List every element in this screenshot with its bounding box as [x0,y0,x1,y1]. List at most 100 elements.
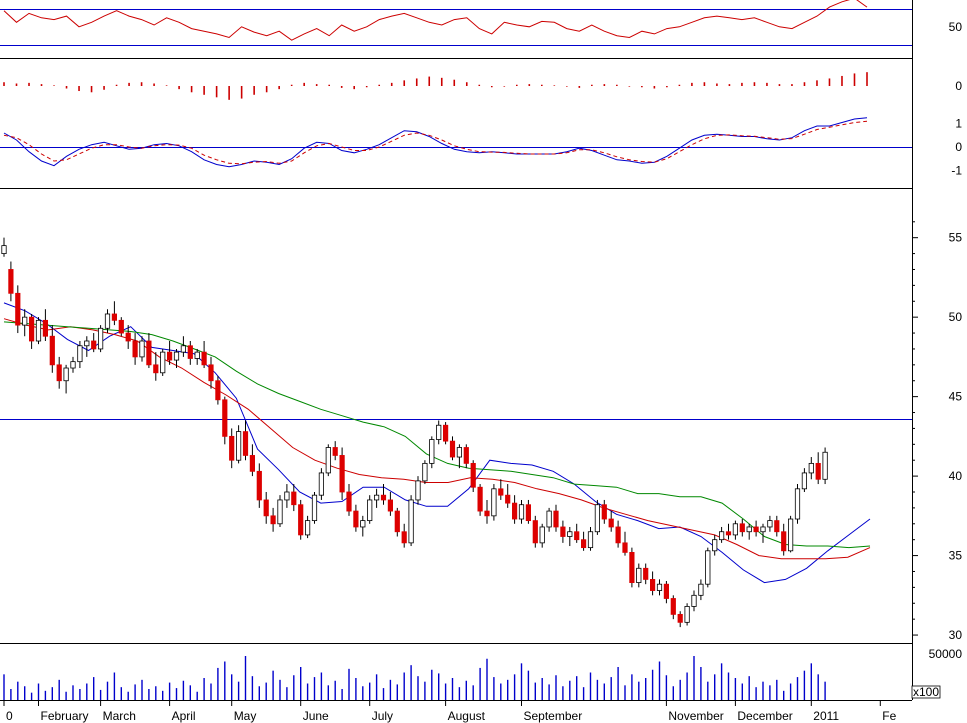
candle-down [353,510,359,528]
candle-up [415,480,421,501]
moving-average-line [3,321,871,549]
candle-down [229,435,235,461]
candle-down [498,488,504,496]
candle-up [822,451,828,480]
candle-down [256,470,262,501]
candle-down [484,510,490,517]
candle-down [146,340,152,366]
candle-up [304,520,311,536]
month-label: September [524,709,583,723]
candle-down [187,345,193,359]
candle-down [401,531,407,544]
candle-up [235,431,242,461]
candle-down [15,292,21,326]
candle-up [139,340,145,358]
price-tick-label: 30 [949,628,963,642]
month-label: December [737,709,792,723]
candle-down [91,340,97,350]
candle-down [263,499,269,517]
month-label: Fe [882,709,896,723]
candle-up [104,313,111,329]
candle-down [525,504,532,522]
candle-down [725,531,732,536]
candle-up [491,488,497,517]
candle-down [242,431,249,456]
candle-down [622,542,628,553]
candle-down [387,499,394,512]
candle-down [532,520,538,544]
macd-line [3,117,868,168]
candle-down [332,447,338,456]
candle-up [808,462,814,474]
candle-down [643,567,649,580]
candle-up [656,583,663,591]
candle-up [194,351,200,359]
candle-up [567,531,573,537]
candle-up [318,472,325,496]
month-label: 2011 [813,709,839,723]
candle-down [270,515,276,525]
candle-down [49,335,55,366]
candle-up [77,345,83,363]
macd-tick-label: 0 [955,140,962,154]
candle-up [712,539,718,552]
candle-down [601,504,607,520]
candle-down [615,526,621,544]
price-tick-label: 50 [949,310,963,324]
candle-up [35,319,42,342]
candle-down [781,531,787,552]
candle-up [636,567,642,584]
candle-down [574,531,580,541]
candle-up [160,351,166,374]
candle-down [663,583,670,599]
candle-down [118,319,124,334]
candle-down [553,510,559,528]
price-tick-label: 35 [949,549,963,563]
candle-down [298,504,304,536]
candle-up [691,594,697,607]
candle-up [422,462,428,482]
month-label: March [103,709,136,723]
candle-up [801,472,808,490]
candle-down [512,502,518,520]
volume-unit-box [911,685,941,699]
candle-up [587,531,594,549]
month-label: November [668,709,723,723]
volume-unit-label: x100 [913,685,939,699]
month-label: August [448,709,486,723]
candle-down [650,579,656,591]
rsi-tick-label: 50 [949,20,963,34]
price-tick-label: 40 [949,469,963,483]
candle-down [739,523,745,533]
candle-up [436,424,442,440]
axis-labels: 50 0 1 0 -1 55 50 45 40 35 30 50000 x100 0 February Mar… [6,20,962,723]
candle-down [208,364,214,382]
candle-down [380,494,387,501]
candle-down [753,526,759,533]
candle-down [629,552,635,584]
month-label: May [234,709,257,723]
candle-down [201,351,207,366]
candle-down [215,380,221,401]
candle-down [477,486,483,512]
candle-down [249,455,255,472]
candle-up [367,499,373,522]
candle-up [539,526,545,544]
candle-down [463,447,469,464]
candle-up [732,523,739,536]
candle-up [760,526,766,533]
candle-up [794,488,801,520]
candle-up [84,340,90,347]
candle-down [166,351,173,361]
macd-signal-line [3,120,868,165]
candle-up [518,504,525,520]
rsi-line [3,0,868,41]
candle-down [42,319,49,337]
candle-down [815,462,821,480]
candle-down [339,455,345,493]
month-label: February [41,709,89,723]
candle-up [1,245,7,254]
